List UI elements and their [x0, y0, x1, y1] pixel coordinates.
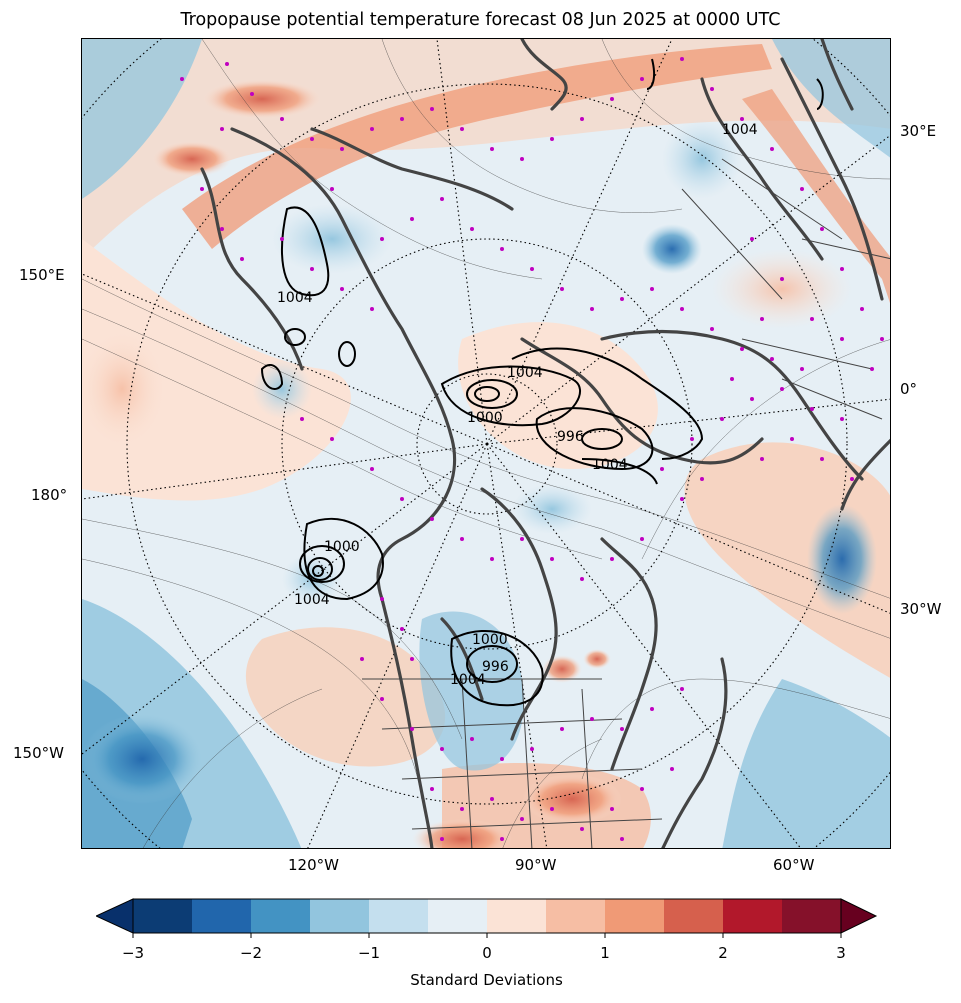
- pressure-label: 1000: [324, 539, 360, 555]
- blob-warm: [82, 329, 167, 449]
- colorbar-tick-marks: [132, 933, 842, 938]
- blob-warm: [712, 249, 852, 329]
- colorbar-segment: [251, 899, 311, 933]
- blob-warm: [152, 141, 232, 177]
- colorbar-tick-label: −1: [357, 944, 381, 962]
- field-cold-se: [722, 679, 890, 848]
- field-cold-nw: [82, 39, 202, 199]
- blob-cold: [807, 504, 877, 614]
- pressure-label: 996: [557, 429, 584, 445]
- blob-cold: [662, 119, 742, 199]
- colorbar-tick-label: 3: [836, 944, 846, 962]
- lon-label-left-2: 180°: [31, 486, 68, 504]
- field-cold-canada: [419, 611, 524, 771]
- pressure-contours: [260, 58, 824, 707]
- pressure-labels: 1004 1004 1000 996 1004 1004 1000 1004 1…: [277, 122, 758, 688]
- map-svg: 1004 1004 1000 996 1004 1004 1000 1004 1…: [82, 39, 890, 848]
- colorbar-segment: [782, 899, 842, 933]
- pressure-label: 1004: [722, 122, 758, 138]
- colorbar-segment: [664, 899, 724, 933]
- lon-label-right-1: 30°E: [900, 122, 937, 140]
- lon-label-right-2: 0°: [900, 380, 918, 398]
- isentrope-lines: [82, 39, 890, 848]
- colorbar-segments: [133, 899, 842, 933]
- colorbar-tick-label: −3: [121, 944, 145, 962]
- colorbar-segment: [133, 899, 193, 933]
- blob-cold: [642, 224, 702, 274]
- colorbar-extend-over: [840, 898, 878, 934]
- colorbar-tick-label: 1: [600, 944, 610, 962]
- warm-jet-band: [182, 44, 772, 249]
- pressure-label: 1004: [294, 592, 330, 608]
- lon-label-bottom-1: 120°W: [288, 856, 339, 874]
- colorbar-segment: [723, 899, 783, 933]
- pressure-label: 1000: [472, 632, 508, 648]
- colorbar: [96, 898, 878, 938]
- colorbar-segment: [487, 899, 547, 933]
- station-markers: [180, 57, 884, 841]
- pressure-label: 1004: [592, 457, 628, 473]
- colorbar-tick-label: 2: [718, 944, 728, 962]
- pressure-label: 1004: [277, 290, 313, 306]
- warm-band-east: [742, 89, 890, 303]
- lon-label-left-1: 150°E: [19, 266, 65, 284]
- pressure-label: 1000: [467, 410, 503, 426]
- colorbar-extend-under: [96, 898, 134, 934]
- colorbar-segment: [546, 899, 606, 933]
- colorbar-segment: [369, 899, 429, 933]
- map-title: Tropopause potential temperature forecas…: [180, 10, 781, 30]
- colorbar-segment: [192, 899, 252, 933]
- pressure-label: 1004: [507, 365, 543, 381]
- colorbar-tick-label: −2: [239, 944, 263, 962]
- lon-label-right-3: 30°W: [900, 600, 942, 618]
- colorbar-segment: [428, 899, 488, 933]
- pressure-label: 1004: [450, 672, 486, 688]
- pressure-label: 996: [482, 659, 509, 675]
- colorbar-segment: [605, 899, 665, 933]
- graticule: [82, 39, 890, 848]
- blob-cold: [512, 484, 592, 534]
- coastlines: [200, 39, 890, 848]
- blob-warm: [522, 774, 622, 824]
- field-cold-ne: [772, 39, 890, 158]
- blob-warm: [583, 649, 611, 669]
- blob-warm: [202, 79, 322, 119]
- lon-label-bottom-2: 90°W: [515, 856, 557, 874]
- lon-label-bottom-3: 60°W: [773, 856, 815, 874]
- field-warm-pacific-ne: [245, 627, 446, 767]
- blob-cold: [82, 714, 202, 804]
- lon-label-left-3: 150°W: [13, 744, 64, 762]
- blob-cold: [252, 359, 312, 419]
- political-borders: [362, 158, 890, 848]
- colorbar-tick-label: 0: [482, 944, 492, 962]
- colorbar-segment: [310, 899, 370, 933]
- colorbar-label: Standard Deviations: [410, 971, 563, 989]
- blob-cold: [272, 204, 392, 274]
- map-panel[interactable]: 1004 1004 1000 996 1004 1004 1000 1004 1…: [81, 38, 891, 849]
